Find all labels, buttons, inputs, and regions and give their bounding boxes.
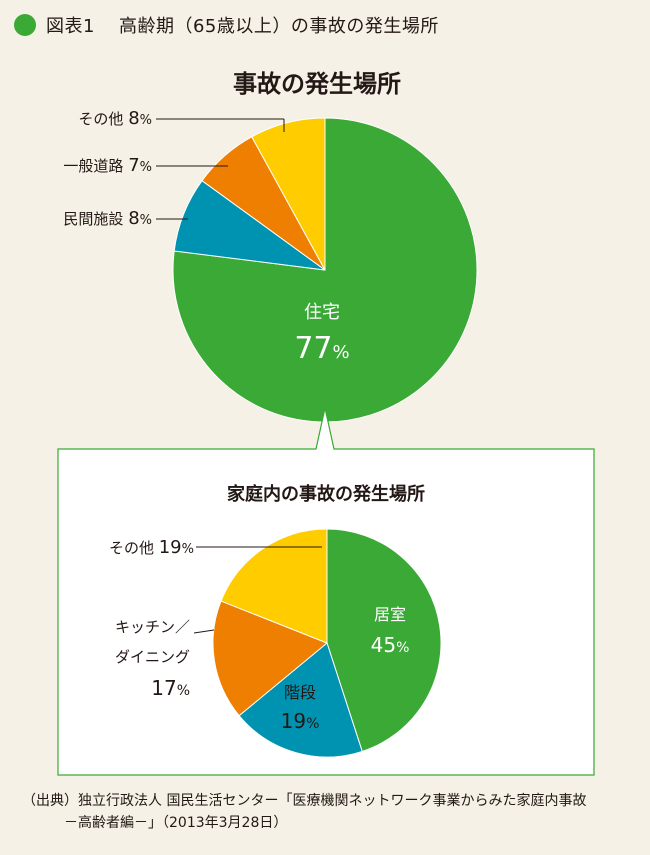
chart1-label-3: 一般道路 7% [63, 155, 152, 176]
chart2-value-kitchen-unit: % [177, 683, 190, 699]
chart2-value-stairs: 19% [281, 709, 320, 733]
chart1-label-housing: 住宅 [304, 302, 340, 323]
chart2-value-stairs-unit: % [306, 716, 319, 732]
figure-label: 図表1 [46, 16, 95, 37]
chart2-label-other-unit: % [182, 542, 194, 557]
chart2-slice-4 [220, 528, 328, 644]
chart2-value-room-unit: % [396, 640, 409, 656]
figure-title: 高齢期（65歳以上）の事故の発生場所 [118, 16, 439, 37]
chart2-slice-3 [212, 600, 328, 717]
chart2-value-stairs-value: 19 [281, 709, 306, 733]
chart1-label-2-value: 8 [128, 208, 139, 229]
chart1-label-2-unit: % [140, 213, 152, 228]
chart1-label-4-value: 8 [128, 108, 139, 129]
chart1-slice-4 [251, 117, 326, 271]
chart2-label-kitchen-line2: ダイニング [115, 648, 190, 666]
chart2-label-other: その他 19% [109, 537, 194, 558]
chart2-value-kitchen-value: 17 [151, 676, 176, 700]
chart1-title: 事故の発生場所 [233, 70, 401, 98]
chart1-label-4-unit: % [140, 113, 152, 128]
figure-header: 図表1 高齢期（65歳以上）の事故の発生場所 [14, 10, 439, 40]
chart1-label-3-unit: % [140, 160, 152, 175]
chart1-value-housing-value: 77 [294, 331, 332, 366]
chart2-slice-1 [326, 528, 442, 753]
chart2-label-kitchen-line1: キッチン／ [115, 618, 190, 636]
source-line-2: －高齢者編－」（2013年3月28日） [64, 815, 288, 831]
chart1-label-4: その他 8% [78, 108, 152, 129]
chart1-label-2-text: 民間施設 [63, 210, 128, 228]
chart2-label-stairs: 階段 [284, 683, 316, 702]
chart2-value-room: 45% [371, 633, 410, 657]
chart2-slice-2 [238, 642, 363, 758]
bullet-dot-icon [14, 14, 36, 36]
chart2-label-other-value: 19 [159, 537, 182, 558]
chart2-title: 家庭内の事故の発生場所 [227, 483, 425, 505]
chart1-label-4-text: その他 [78, 110, 128, 128]
source-line-1: （出典）独立行政法人 国民生活センター「医療機関ネットワーク事業からみた家庭内事… [22, 793, 587, 809]
chart1-label-2: 民間施設 8% [63, 208, 152, 229]
chart2-leader-line-kitchen [193, 629, 215, 634]
chart1-value-housing-unit: % [333, 342, 350, 363]
chart2-value-kitchen: 17% [151, 676, 190, 700]
chart1-label-3-value: 7 [128, 155, 139, 176]
chart2-label-room: 居室 [374, 605, 406, 624]
chart2-label-other-text: その他 [109, 539, 159, 557]
chart1-label-3-text: 一般道路 [63, 157, 128, 175]
chart2-value-room-value: 45 [371, 633, 396, 657]
chart1-value-housing: 77% [294, 331, 349, 366]
chart1-slice-1 [172, 117, 478, 423]
source-note: （出典）独立行政法人 国民生活センター「医療機関ネットワーク事業からみた家庭内事… [22, 790, 632, 834]
